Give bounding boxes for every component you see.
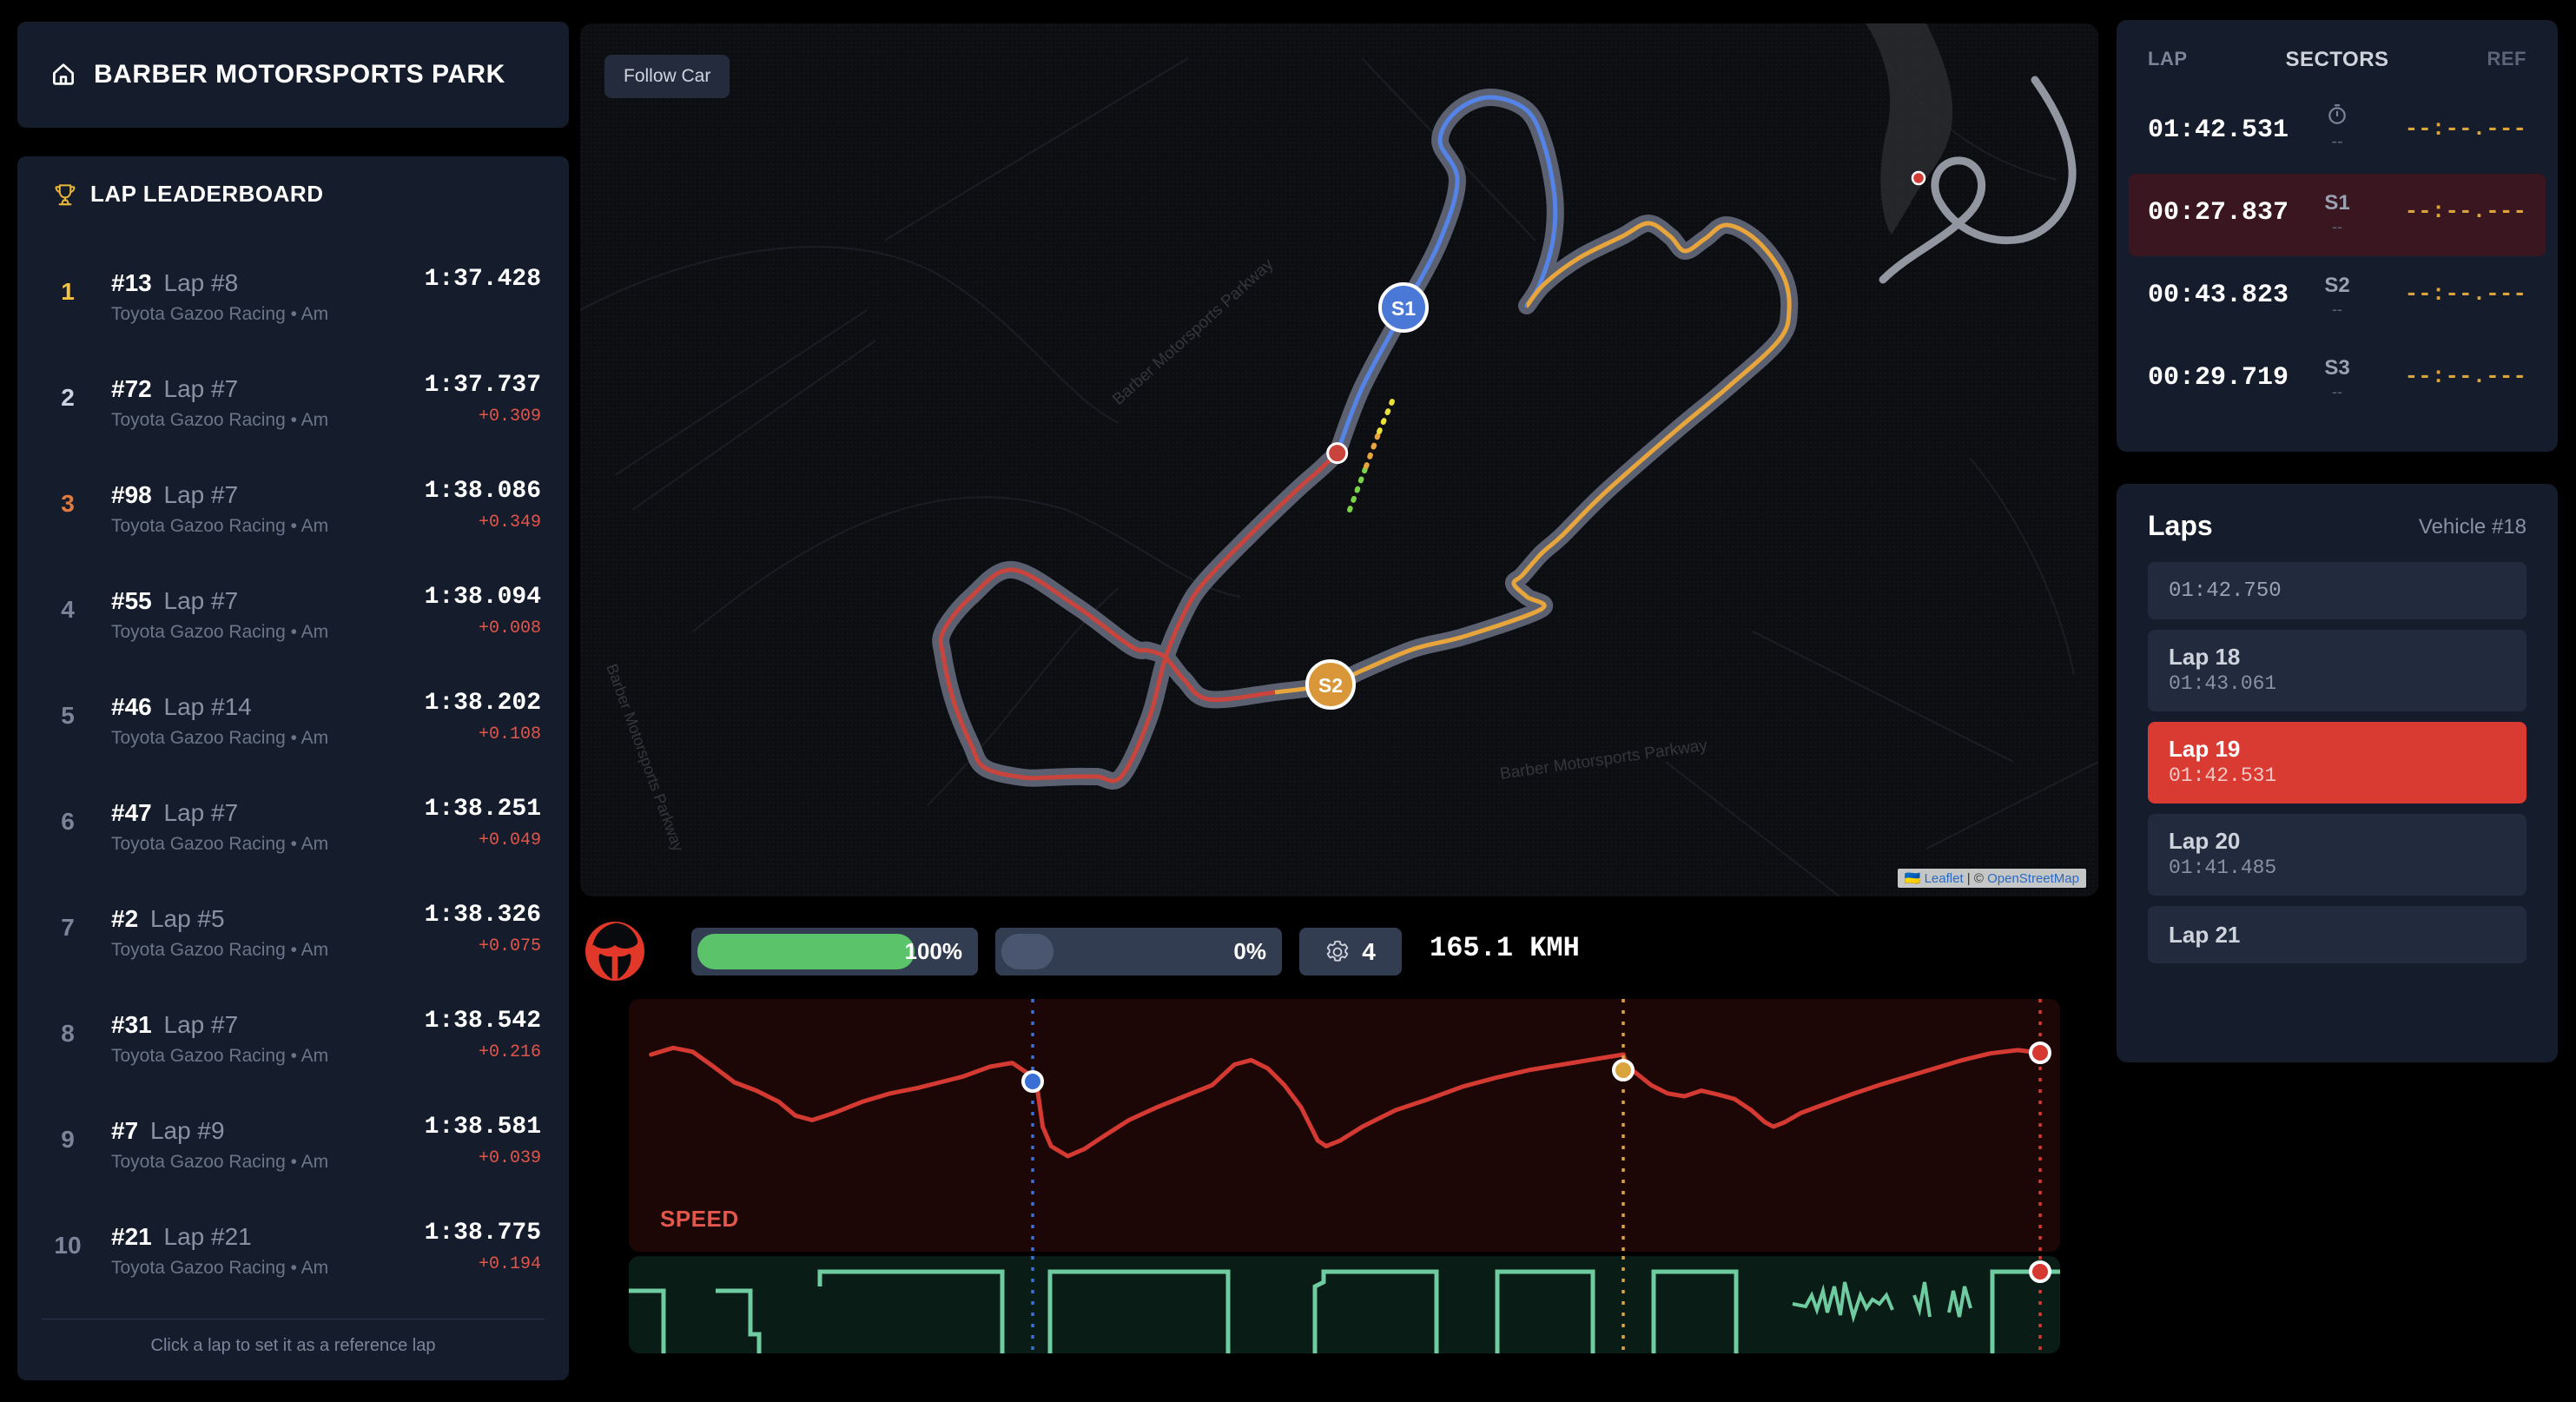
svg-text:Barber Motorsports Parkway: Barber Motorsports Parkway <box>1499 737 1709 784</box>
svg-text:S1: S1 <box>1391 297 1416 320</box>
svg-text:S2: S2 <box>1318 674 1343 697</box>
svg-text:Barber Motorsports Parkway: Barber Motorsports Parkway <box>1109 255 1277 409</box>
svg-text:Barber Motorsports Parkway: Barber Motorsports Parkway <box>603 662 687 854</box>
